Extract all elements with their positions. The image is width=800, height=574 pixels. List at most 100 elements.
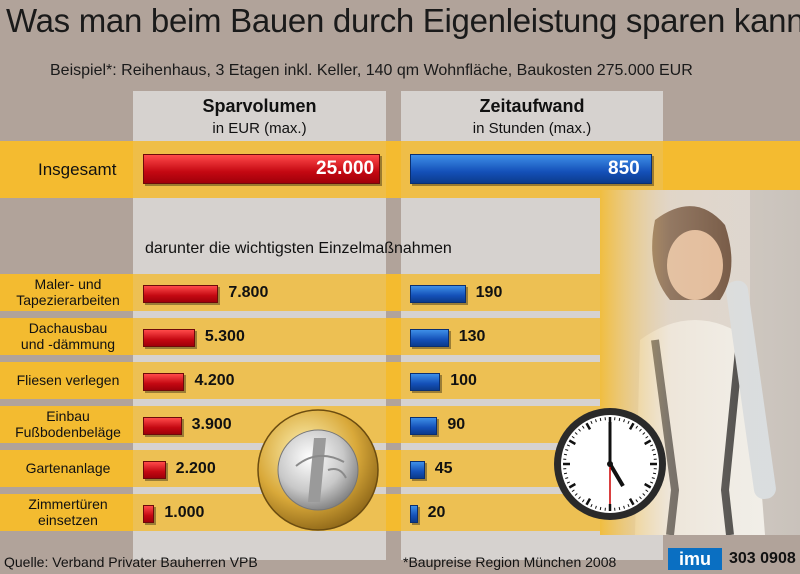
row-band: [133, 362, 663, 399]
time-subheading: in Stunden (max.): [472, 120, 592, 137]
row-label: Dachausbau und -dämmung: [20, 320, 116, 352]
clock-tick: [571, 489, 575, 493]
wall-clock-icon: [554, 408, 666, 520]
clock-tick: [578, 496, 581, 500]
total-savings-bar: [143, 154, 380, 184]
savings-value: 3.900: [191, 416, 232, 433]
time-heading: Zeitaufwand: [479, 96, 585, 116]
clock-tick: [565, 477, 569, 479]
hours-value: 90: [447, 416, 466, 433]
row-label: Zimmertüren einsetzen: [28, 496, 108, 528]
savings-value: 5.300: [204, 328, 245, 345]
clock-tick: [652, 453, 657, 456]
clock-tick: [623, 419, 625, 423]
clock-tick: [651, 449, 655, 451]
clock-tick: [628, 422, 635, 430]
row-label: Einbau Fußbodenbeläge: [15, 408, 121, 440]
clock-tick: [649, 481, 654, 484]
savings-value: 7.800: [228, 284, 269, 301]
clock-tick: [652, 472, 657, 475]
savings-bar: [143, 417, 182, 435]
savings-bar: [143, 461, 166, 479]
clock-tick: [628, 498, 635, 506]
clock-tick: [566, 481, 571, 484]
savings-bar: [143, 329, 195, 347]
clock-tick: [581, 499, 585, 503]
hours-value: 45: [434, 460, 453, 477]
clock-tick: [599, 506, 602, 511]
clock-tick: [568, 482, 576, 489]
clock-tick: [642, 432, 646, 435]
clock-tick: [585, 422, 592, 430]
page-title: Was man beim Bauen durch Eigenleistung s…: [6, 2, 800, 39]
hours-bar: [410, 505, 418, 523]
clock-tick: [578, 428, 581, 432]
clock-tick: [635, 425, 639, 429]
clock-tick: [565, 449, 569, 451]
clock-tick: [590, 420, 593, 425]
woman-photo-icon: [600, 190, 800, 535]
hours-value: 100: [450, 372, 477, 389]
hours-bar: [410, 461, 425, 479]
clock-tick: [645, 489, 649, 493]
clock-tick: [595, 419, 597, 423]
savings-value: 2.200: [175, 460, 216, 477]
savings-bar: [143, 505, 155, 523]
hours-value: 130: [458, 328, 486, 345]
clock-tick: [623, 505, 625, 509]
euro-coin-icon: [257, 409, 379, 531]
savings-bar: [143, 285, 219, 303]
price-note: *Baupreise Region München 2008: [403, 554, 617, 570]
row-label: Gartenanlage: [25, 460, 111, 476]
clock-tick: [574, 493, 578, 496]
savings-value: 4.200: [194, 372, 235, 389]
clock-tick: [571, 435, 575, 439]
source-note: Quelle: Verband Privater Bauherren VPB: [4, 554, 258, 570]
savings-subheading: in EUR (max.): [212, 120, 307, 137]
clock-tick: [642, 493, 646, 496]
clock-tick: [644, 482, 652, 489]
savings-heading: Sparvolumen: [202, 96, 317, 116]
hours-bar: [410, 329, 449, 347]
clock-tick: [618, 506, 621, 511]
clock-tick: [568, 439, 576, 446]
total-hours-value: 850: [608, 158, 640, 179]
row-label: Fliesen verlegen: [16, 372, 120, 388]
clock-tick: [581, 425, 585, 429]
graphic-code: 303 0908: [729, 550, 796, 567]
savings-column-header: Sparvolumen in EUR (max.): [133, 96, 386, 137]
clock-tick: [563, 472, 568, 475]
section-label: darunter die wichtigsten Einzelmaßnahmen: [145, 240, 452, 257]
clock-tick: [574, 432, 578, 435]
clock-tick: [590, 503, 593, 508]
row-label: Maler- und Tapezierarbeiten: [16, 276, 120, 308]
clock-tick: [649, 444, 654, 447]
page-subtitle: Beispiel*: Reihenhaus, 3 Etagen inkl. Ke…: [50, 62, 693, 79]
savings-bar: [143, 373, 185, 391]
hours-value: 190: [475, 284, 503, 301]
clock-tick: [644, 439, 652, 446]
clock-tick: [645, 435, 649, 439]
clock-tick: [566, 444, 571, 447]
clock-tick: [639, 428, 642, 432]
hours-value: 20: [427, 504, 446, 521]
clock-tick: [639, 496, 642, 500]
hours-bar: [410, 417, 438, 435]
hours-bar: [410, 285, 466, 303]
total-savings-value: 25.000: [316, 158, 375, 179]
savings-value: 1.000: [164, 504, 205, 521]
clock-tick: [618, 417, 621, 422]
total-label: Insgesamt: [38, 160, 117, 179]
clock-tick: [595, 505, 597, 509]
row-band: [133, 274, 663, 311]
clock-tick: [563, 453, 568, 456]
imu-logo: imu: [668, 548, 722, 570]
hours-bar: [410, 373, 441, 391]
clock-tick: [627, 503, 630, 508]
clock-tick: [599, 417, 602, 422]
clock-tick: [651, 477, 655, 479]
row-band: [133, 318, 663, 355]
total-hours-bar: [410, 154, 652, 184]
total-band-overlay: [0, 141, 800, 198]
